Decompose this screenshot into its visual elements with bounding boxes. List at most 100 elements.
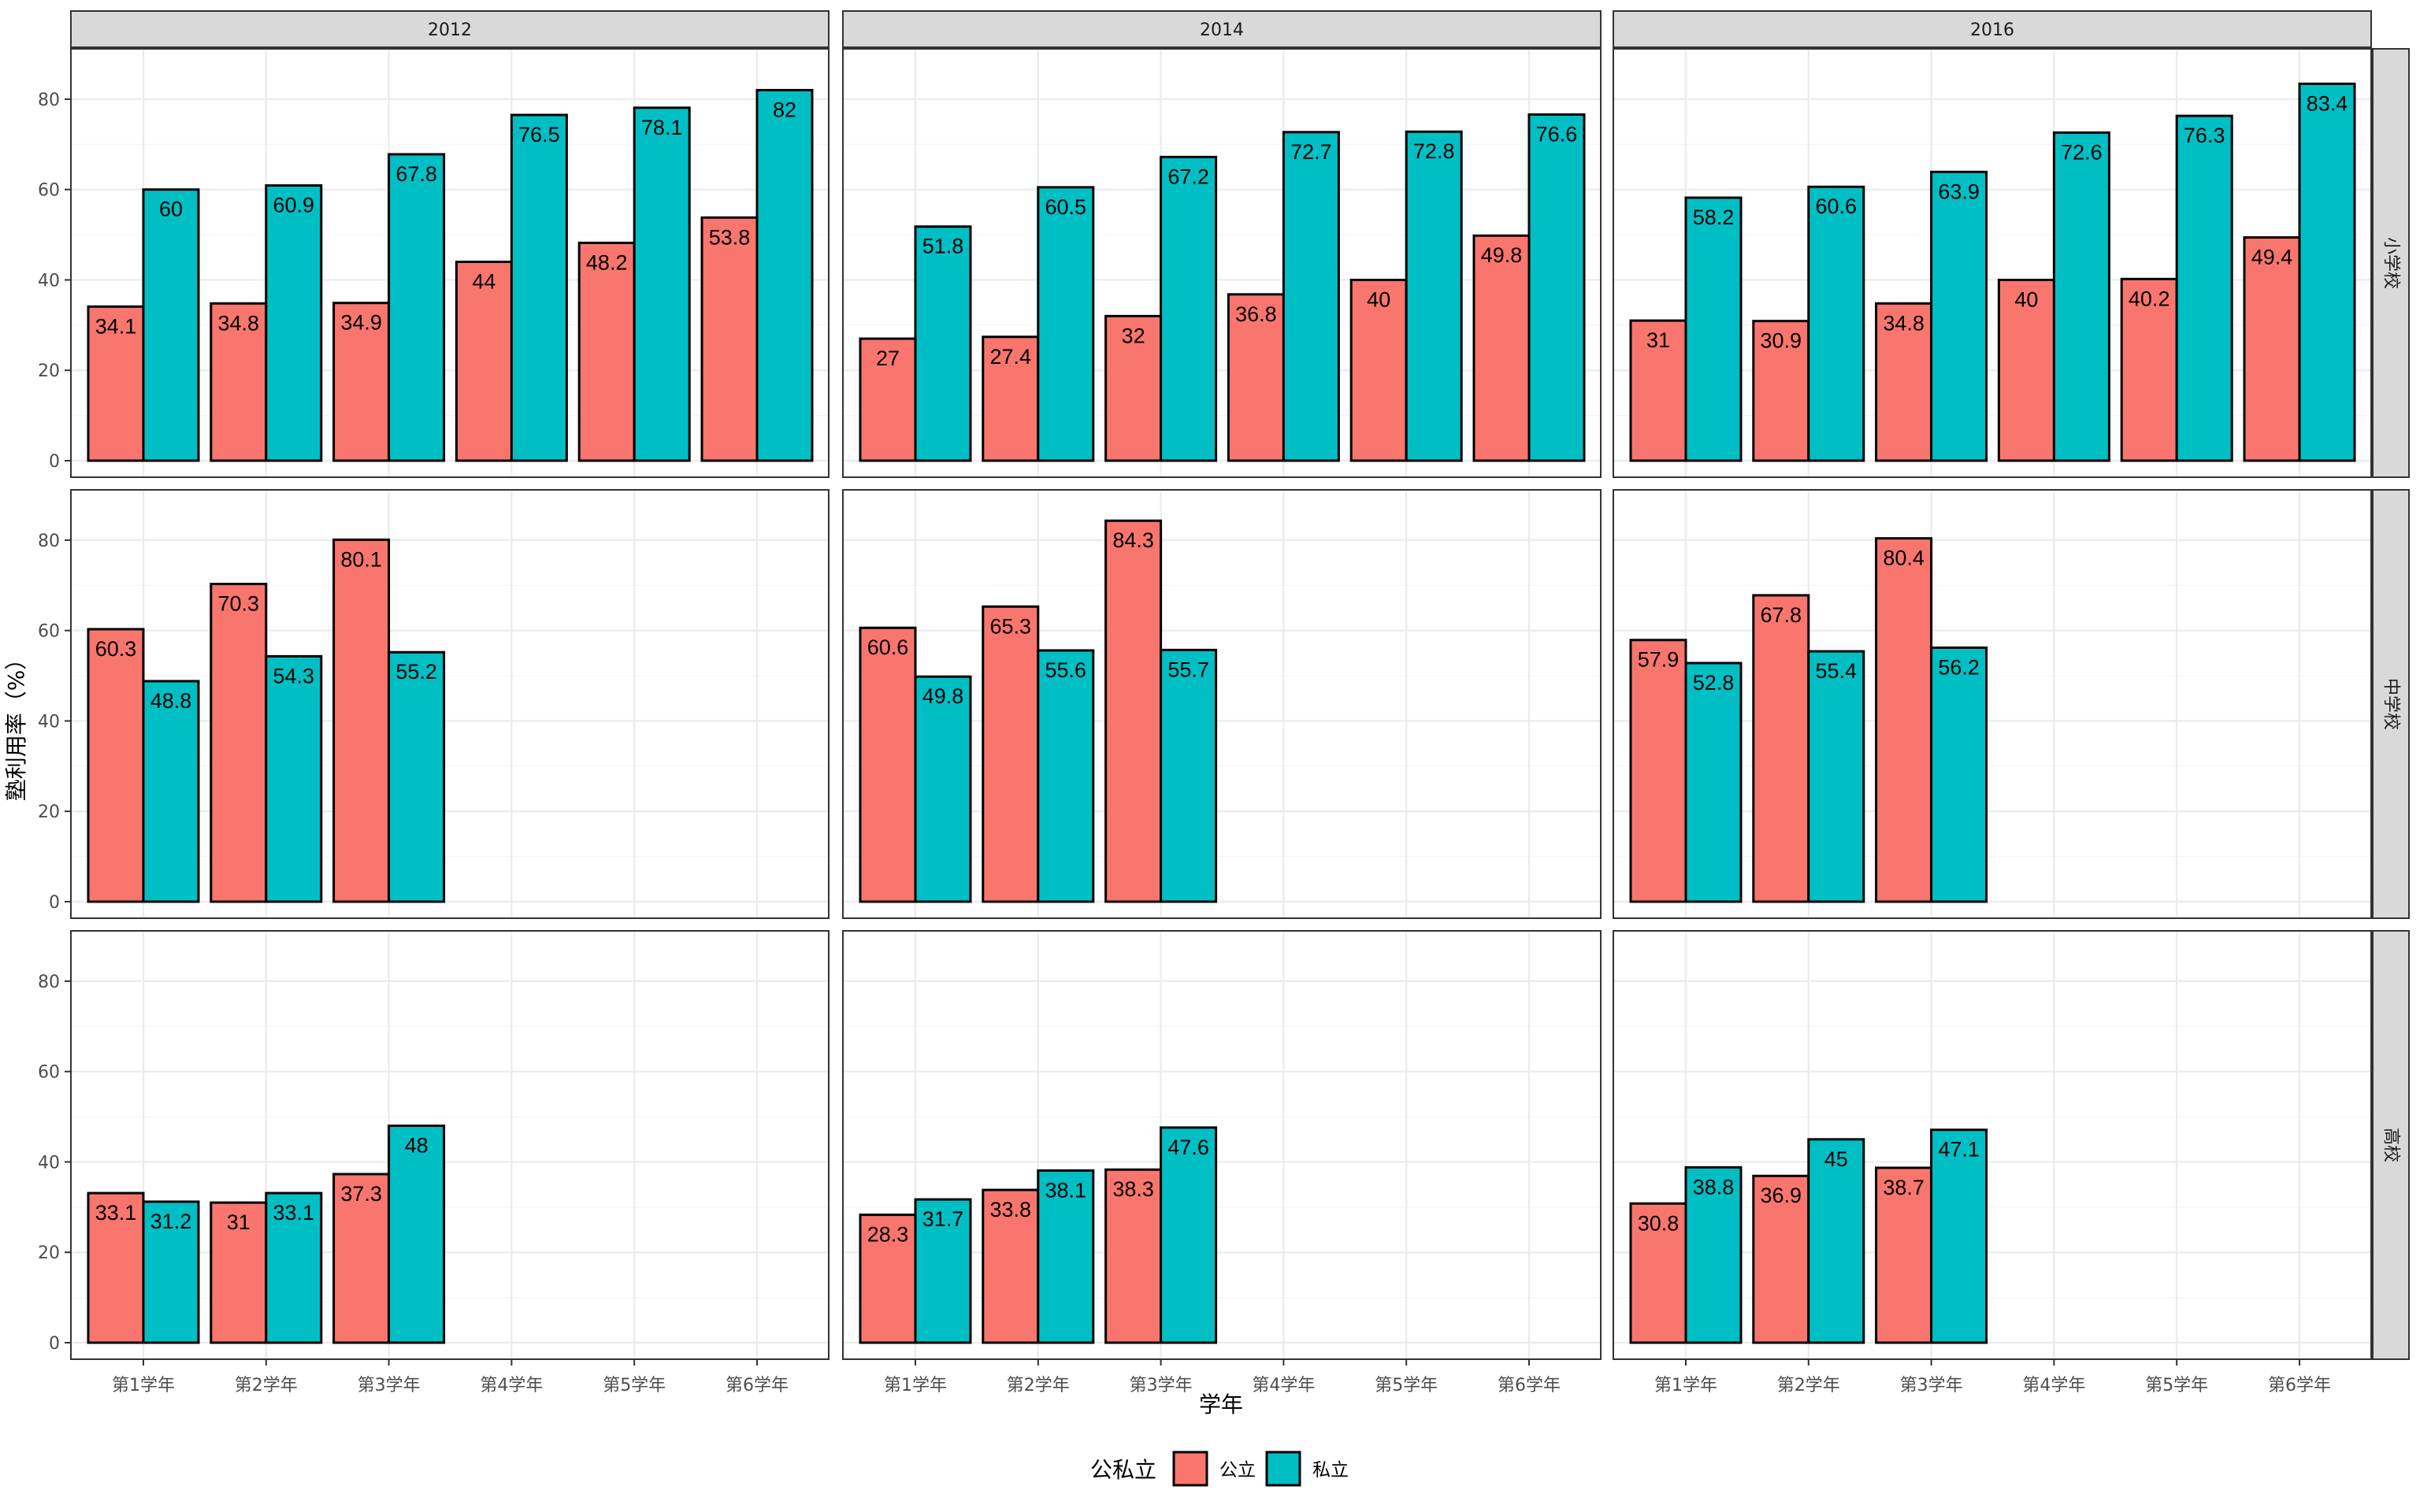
row-strip-label: 高校 xyxy=(2381,1128,2401,1162)
bar-公立-第3学年 xyxy=(1104,519,1163,903)
x-tick-label: 第4学年 xyxy=(1252,1376,1315,1395)
bar-value-label: 67.8 xyxy=(1761,603,1802,627)
legend-item-私立: 私立 xyxy=(1265,1451,1349,1487)
bar-value-label: 30.8 xyxy=(1638,1211,1680,1235)
bar-value-label: 45 xyxy=(1824,1147,1848,1171)
panel-中学校-2014: 60.6 49.8 65.3 55.6 84.3 55.7 xyxy=(842,489,1602,919)
y-tick-label: 0 xyxy=(49,893,60,913)
bar-value-label: 48.8 xyxy=(150,689,192,713)
bar-私立-第3学年 xyxy=(1160,155,1218,462)
bar-私立-第1学年 xyxy=(142,1200,200,1344)
row-strip-bg xyxy=(2372,489,2410,919)
bar-value-label: 47.6 xyxy=(1167,1136,1209,1159)
bar-私立-第1学年 xyxy=(914,675,972,903)
bar-value-label: 84.3 xyxy=(1112,528,1154,552)
column-strip-2012: 2012 xyxy=(70,10,830,48)
bar-value-label: 60.9 xyxy=(273,194,315,217)
bar-value-label: 44 xyxy=(472,270,496,294)
bar-公立-第3学年 xyxy=(1875,537,1933,903)
bar-value-label: 34.9 xyxy=(340,311,382,335)
bar-value-label: 30.9 xyxy=(1761,329,1802,353)
bar-公立-第5学年 xyxy=(1349,278,1408,462)
x-tick-label: 第6学年 xyxy=(1498,1376,1561,1395)
legend: 公私立 公立 私立 xyxy=(1090,1451,1349,1487)
legend-item-label: 公立 xyxy=(1219,1460,1256,1480)
bar-公立-第2学年 xyxy=(982,605,1040,903)
legend-item-公立: 公立 xyxy=(1172,1451,1256,1487)
column-strip-bg xyxy=(1613,10,2372,48)
row-strip-bg xyxy=(2372,930,2410,1360)
x-tick-label: 第5学年 xyxy=(1375,1376,1438,1395)
panel-高校-2016: 30.8 38.8 36.9 45 38.7 47.1 第1学年 第2学年 第3学年 第4学年 第5… xyxy=(1613,930,2372,1395)
bar-value-label: 52.8 xyxy=(1693,671,1735,695)
bar-私立-第5学年 xyxy=(2175,114,2233,462)
bar-私立-第2学年 xyxy=(1807,185,1865,462)
bar-value-label: 76.6 xyxy=(1536,122,1578,146)
bar-value-label: 80.4 xyxy=(1883,547,1924,570)
x-tick-label: 第2学年 xyxy=(235,1376,298,1395)
bar-value-label: 34.8 xyxy=(218,311,260,335)
bar-value-label: 70.3 xyxy=(218,592,260,616)
legend-key-swatch xyxy=(1172,1451,1208,1487)
y-tick-label: 80 xyxy=(38,91,60,110)
panel-中学校-2016: 57.9 52.8 67.8 55.4 80.4 56.2 xyxy=(1613,489,2372,919)
y-tick-label: 60 xyxy=(38,1063,60,1083)
bar-value-label: 48.2 xyxy=(586,250,628,274)
bar-公立-第4学年 xyxy=(1997,278,2055,462)
bar-value-label: 54.3 xyxy=(273,664,315,687)
bar-value-label: 49.8 xyxy=(1481,243,1523,267)
bar-公立-第2学年 xyxy=(210,583,268,903)
bar-value-label: 55.2 xyxy=(395,660,437,684)
bar-公立-第3学年 xyxy=(1104,314,1163,462)
bar-value-label: 48 xyxy=(405,1134,429,1158)
bar-value-label: 31 xyxy=(227,1210,251,1234)
column-strip-2014: 2014 xyxy=(842,10,1602,48)
bar-私立-第3学年 xyxy=(1930,1128,1988,1344)
bar-私立-第1学年 xyxy=(142,680,200,903)
bar-value-label: 72.6 xyxy=(2061,140,2103,164)
x-tick-label: 第4学年 xyxy=(2022,1376,2085,1395)
column-strip-label: 2012 xyxy=(428,20,472,40)
bar-私立-第1学年 xyxy=(142,188,200,462)
bar-私立-第3学年 xyxy=(1930,646,1988,903)
bar-公立-第2学年 xyxy=(1752,594,1810,903)
bar-value-label: 55.6 xyxy=(1045,658,1087,682)
x-tick-label: 第6学年 xyxy=(2268,1376,2331,1395)
x-tick-label: 第6学年 xyxy=(726,1376,789,1395)
bar-value-label: 53.8 xyxy=(709,225,751,249)
bar-value-label: 34.1 xyxy=(95,314,137,338)
row-strip-中学校: 中学校 xyxy=(2372,489,2410,919)
bar-私立-第1学年 xyxy=(914,1198,972,1344)
bar-value-label: 32 xyxy=(1122,324,1145,347)
bar-公立-第5学年 xyxy=(577,241,636,462)
bar-私立-第3学年 xyxy=(388,153,446,462)
bar-公立-第3学年 xyxy=(332,1173,391,1344)
bar-私立-第6学年 xyxy=(2298,82,2356,462)
bar-私立-第6学年 xyxy=(1527,113,1586,462)
column-strip-label: 2016 xyxy=(1970,20,2014,40)
row-strip-小学校: 小学校 xyxy=(2372,48,2410,478)
x-tick-label: 第2学年 xyxy=(1777,1376,1840,1395)
bar-value-label: 55.7 xyxy=(1167,658,1209,681)
bar-公立-第1学年 xyxy=(87,628,145,903)
bar-私立-第4学年 xyxy=(1282,131,1340,462)
x-tick-label: 第1学年 xyxy=(884,1376,947,1395)
panel-高校-2014: 28.3 31.7 33.8 38.1 38.3 47.6 第1学年 第2学年 第3学年 第4学年… xyxy=(842,930,1602,1395)
panel-中学校-2012: 60.3 48.8 70.3 54.3 80.1 55.2 0 20 40 60 80 xyxy=(38,489,830,919)
bar-公立-第6学年 xyxy=(700,216,759,462)
y-tick-label: 80 xyxy=(38,973,60,992)
bar-value-label: 51.8 xyxy=(922,235,964,258)
column-strip-label: 2014 xyxy=(1200,20,1244,40)
bar-value-label: 60.6 xyxy=(867,636,909,659)
bar-公立-第2学年 xyxy=(210,1201,268,1344)
bar-value-label: 36.9 xyxy=(1761,1184,1802,1207)
y-tick-label: 40 xyxy=(38,1153,60,1173)
bar-value-label: 31.7 xyxy=(922,1207,964,1231)
y-tick-label: 20 xyxy=(38,1243,60,1263)
bar-value-label: 60.3 xyxy=(95,637,137,661)
legend-key-swatch xyxy=(1265,1451,1301,1487)
bar-value-label: 65.3 xyxy=(990,614,1032,638)
column-strip-bg xyxy=(842,10,1602,48)
row-strip-高校: 高校 xyxy=(2372,930,2410,1360)
